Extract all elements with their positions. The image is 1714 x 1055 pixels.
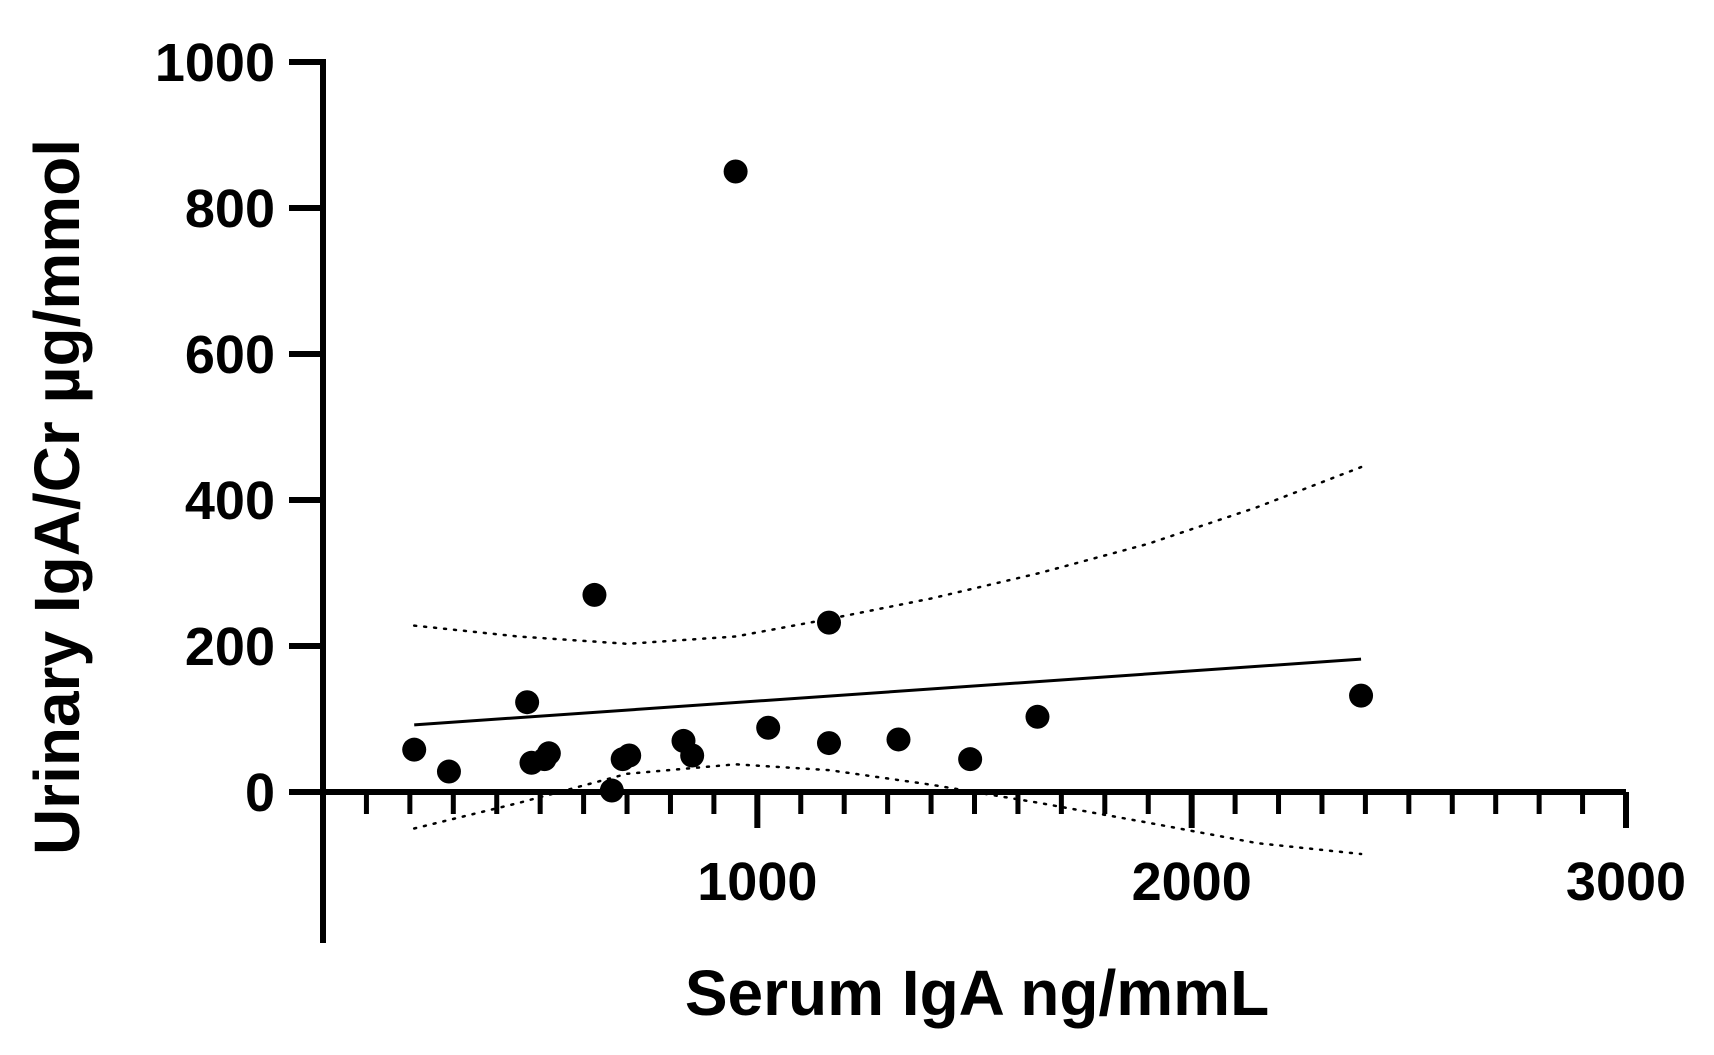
data-point <box>599 778 624 803</box>
x-axis-title: Serum IgA ng/mmL <box>685 957 1269 1029</box>
data-point <box>1349 683 1374 708</box>
y-tick-label: 800 <box>185 179 275 239</box>
data-point <box>756 715 781 740</box>
data-point <box>515 690 540 715</box>
data-point <box>582 582 607 607</box>
y-tick-label: 400 <box>185 471 275 531</box>
y-axis-title: Urinary IgA/Cr µg/mmol <box>21 139 93 855</box>
x-tick-label: 1000 <box>697 852 817 912</box>
data-point <box>1025 704 1050 729</box>
data-point <box>402 737 427 762</box>
x-tick-label: 3000 <box>1566 852 1686 912</box>
data-point <box>816 610 841 635</box>
y-tick-label: 600 <box>185 325 275 385</box>
y-tick-label: 0 <box>245 763 275 823</box>
regression-line <box>414 657 1362 727</box>
data-points <box>402 159 1374 803</box>
regression-line-group <box>414 657 1362 727</box>
confidence-band-upper <box>412 465 1363 646</box>
tick-labels: 0 200 400 600 800 1000 1000 2000 3000 <box>155 33 1686 912</box>
y-tick-label: 1000 <box>155 33 275 93</box>
data-point <box>436 759 461 784</box>
data-point <box>723 159 748 184</box>
x-tick-label: 2000 <box>1132 852 1252 912</box>
confidence-band <box>412 465 1363 856</box>
axes <box>289 59 1629 943</box>
data-point <box>958 747 983 772</box>
confidence-band-lower <box>412 763 1363 856</box>
y-tick-label: 200 <box>185 617 275 677</box>
data-point <box>617 743 642 768</box>
data-point <box>680 743 705 768</box>
data-point <box>816 731 841 756</box>
data-point <box>536 741 561 766</box>
data-point <box>886 727 911 752</box>
